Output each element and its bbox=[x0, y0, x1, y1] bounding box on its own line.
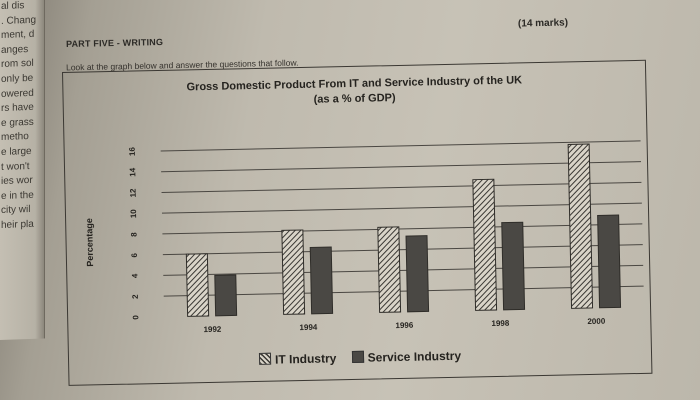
bar-it-industry bbox=[185, 253, 210, 317]
adjacent-page-text: owered bbox=[1, 87, 34, 100]
marks-label: (14 marks) bbox=[517, 17, 569, 30]
bar-service-industry bbox=[309, 246, 334, 315]
adjacent-page-text: t won't bbox=[1, 160, 30, 173]
adjacent-page-text: e large bbox=[1, 145, 32, 158]
solid-swatch-icon bbox=[351, 350, 364, 363]
adjacent-page-text: ment, d bbox=[1, 28, 35, 42]
y-tick-label: 10 bbox=[129, 209, 138, 219]
adjacent-page-text: city wil bbox=[1, 204, 31, 217]
adjacent-page-text: metho bbox=[1, 131, 29, 144]
legend-item-it: IT Industry bbox=[258, 351, 337, 367]
bar-it-industry bbox=[567, 143, 594, 309]
legend-label-service: Service Industry bbox=[367, 348, 462, 365]
bar-it-industry bbox=[377, 226, 402, 313]
adjacent-page-text: heir pla bbox=[1, 218, 34, 231]
worksheet: (14 marks) PART FIVE - WRITING Look at t… bbox=[44, 0, 700, 400]
adjacent-page-text: rs have bbox=[1, 101, 34, 115]
x-tick-label: 1992 bbox=[203, 325, 222, 334]
bar-it-industry bbox=[281, 229, 306, 315]
bar-it-industry bbox=[472, 178, 498, 311]
legend-label-it: IT Industry bbox=[274, 351, 337, 367]
y-tick-label: 6 bbox=[130, 252, 139, 257]
adjacent-page: al dis. Chang ment, d anges rom sol only be o… bbox=[0, 0, 45, 341]
x-tick-label: 1994 bbox=[299, 323, 318, 332]
gridline bbox=[161, 181, 642, 193]
x-tick-label: 1998 bbox=[491, 319, 510, 328]
adjacent-page-text: e in the bbox=[1, 189, 34, 202]
bar-service-industry bbox=[597, 214, 622, 309]
chart-frame: Gross Domestic Product From IT and Servi… bbox=[62, 59, 653, 386]
y-tick-label: 8 bbox=[129, 232, 138, 237]
y-tick-label: 2 bbox=[131, 294, 140, 299]
adjacent-page-text: anges bbox=[1, 43, 29, 56]
adjacent-page-text: . Chang bbox=[1, 14, 37, 27]
legend-item-service: Service Industry bbox=[351, 348, 462, 365]
hatched-swatch-icon bbox=[258, 352, 272, 365]
bar-service-industry bbox=[214, 274, 238, 317]
gridline bbox=[161, 202, 642, 214]
bar-chart: 0 2 4 6 8 10 12 14 16 1992 1994 1996 1998 2000 Percen… bbox=[84, 140, 644, 334]
y-tick-label: 4 bbox=[130, 273, 139, 278]
y-tick-label: 14 bbox=[128, 167, 137, 177]
gridline bbox=[162, 244, 643, 256]
x-tick-label: 2000 bbox=[587, 317, 606, 326]
adjacent-page-text: ies wor bbox=[1, 174, 33, 188]
adjacent-page-text: rom sol bbox=[1, 58, 34, 71]
y-tick-label: 12 bbox=[129, 188, 138, 198]
part-title: PART FIVE - WRITING bbox=[65, 36, 164, 50]
bar-service-industry bbox=[405, 235, 430, 313]
x-tick-label: 1996 bbox=[395, 321, 414, 330]
gridline bbox=[162, 223, 643, 235]
bar-service-industry bbox=[501, 221, 526, 311]
y-tick-label: 16 bbox=[128, 146, 137, 156]
y-axis-label: Percentage bbox=[84, 218, 95, 267]
gridline bbox=[160, 140, 641, 152]
adjacent-page-text: e grass bbox=[1, 116, 34, 129]
gridline bbox=[161, 161, 642, 173]
y-tick-label: 0 bbox=[131, 315, 140, 320]
adjacent-page-text: only be bbox=[1, 72, 34, 85]
gridline bbox=[163, 285, 644, 297]
gridline bbox=[163, 264, 644, 276]
